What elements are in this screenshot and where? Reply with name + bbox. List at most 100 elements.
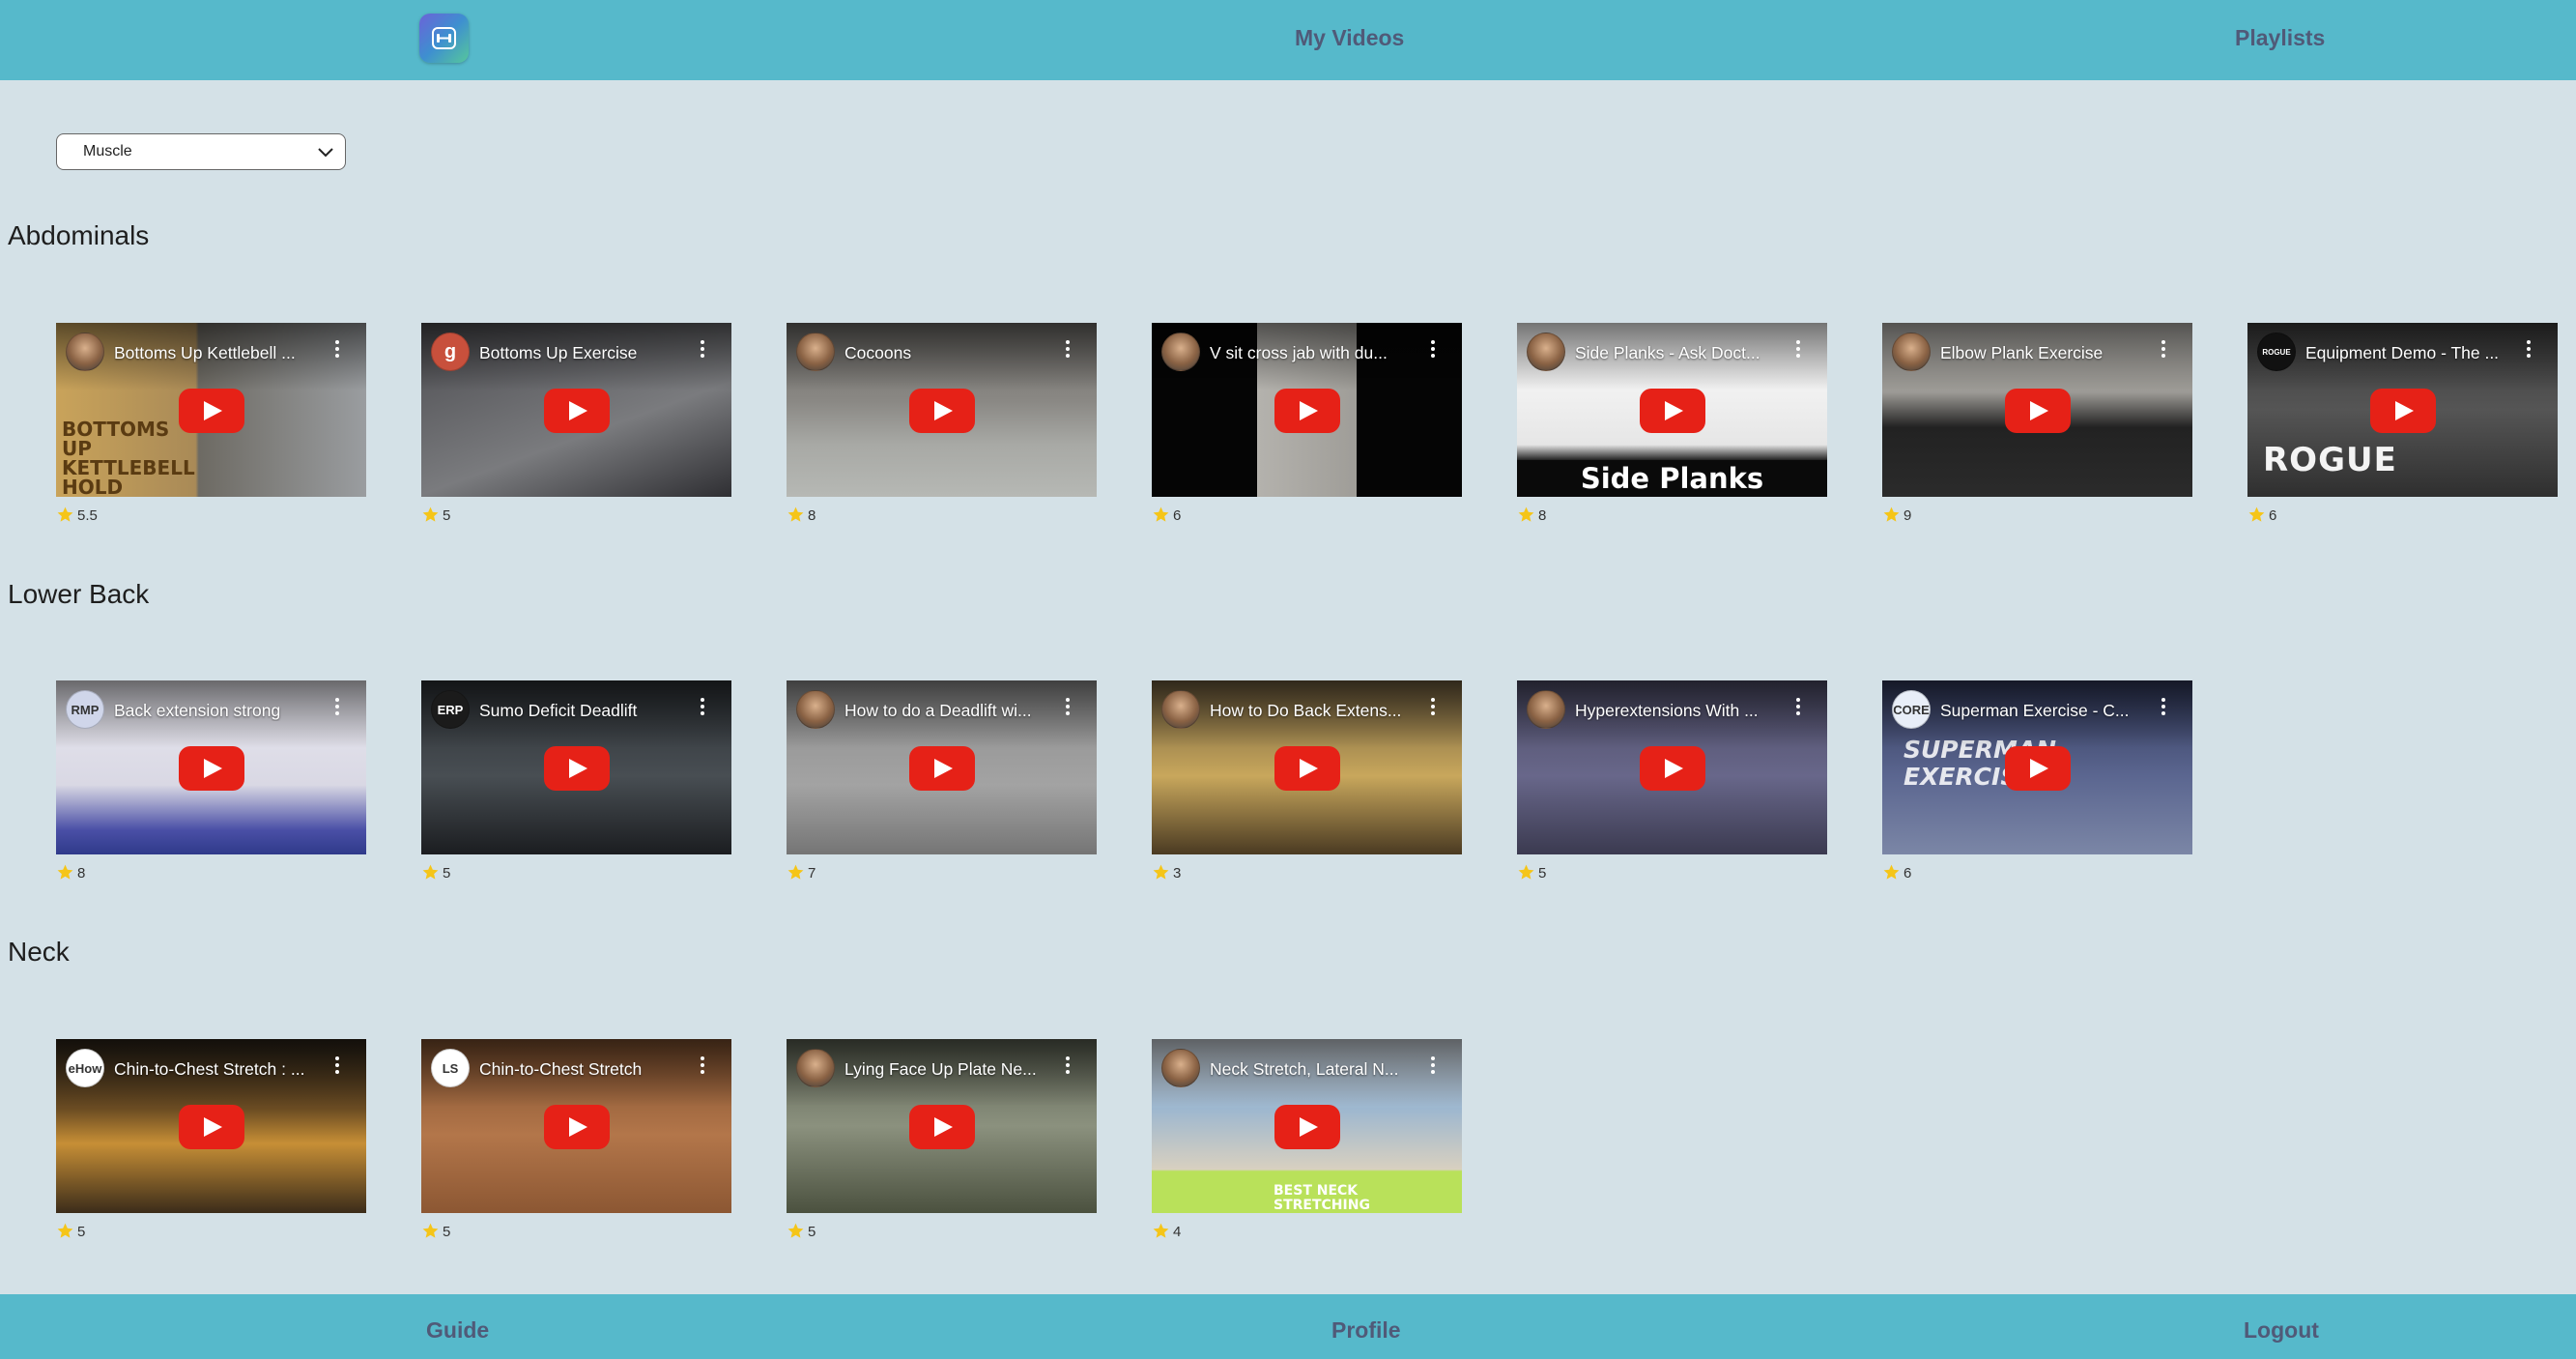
channel-avatar[interactable] — [1161, 690, 1200, 729]
play-button-icon[interactable] — [1640, 389, 1705, 433]
video-thumbnail[interactable]: ROGUE ROGUE Equipment Demo - The ... — [2247, 323, 2558, 497]
play-button-icon[interactable] — [909, 1105, 975, 1149]
more-options-icon[interactable] — [2161, 698, 2165, 715]
video-title[interactable]: Back extension strong — [114, 701, 281, 720]
more-options-icon[interactable] — [1431, 340, 1435, 358]
more-options-icon[interactable] — [1796, 340, 1800, 358]
nav-guide[interactable]: Guide — [426, 1317, 490, 1343]
video-card: LS Chin-to-Chest Stretch 5 — [421, 1039, 731, 1242]
video-thumbnail[interactable]: BEST NECK STRETCHING EXERCISE... Neck Str… — [1152, 1039, 1462, 1213]
channel-avatar[interactable] — [796, 333, 835, 371]
video-thumbnail[interactable]: Lying Face Up Plate Ne... — [787, 1039, 1097, 1213]
play-button-icon[interactable] — [544, 389, 610, 433]
more-options-icon[interactable] — [335, 698, 339, 715]
more-options-icon[interactable] — [701, 698, 704, 715]
channel-avatar[interactable]: eHow — [66, 1049, 104, 1087]
video-title[interactable]: Bottoms Up Kettlebell ... — [114, 343, 296, 362]
play-button-icon[interactable] — [2005, 746, 2071, 791]
video-thumbnail[interactable]: Side Planks Side Planks - Ask Doct... — [1517, 323, 1827, 497]
play-button-icon[interactable] — [2370, 389, 2436, 433]
video-thumbnail[interactable]: How to do a Deadlift wi... — [787, 680, 1097, 854]
more-options-icon[interactable] — [2161, 340, 2165, 358]
nav-my-videos[interactable]: My Videos — [1295, 25, 1405, 50]
video-thumbnail[interactable]: ERP Sumo Deficit Deadlift — [421, 680, 731, 854]
channel-avatar[interactable] — [796, 690, 835, 729]
video-thumbnail[interactable]: g Bottoms Up Exercise — [421, 323, 731, 497]
more-options-icon[interactable] — [335, 340, 339, 358]
video-title[interactable]: Chin-to-Chest Stretch — [479, 1059, 643, 1079]
channel-avatar[interactable] — [796, 1049, 835, 1087]
channel-avatar[interactable] — [1161, 333, 1200, 371]
play-button-icon[interactable] — [1274, 746, 1340, 791]
more-options-icon[interactable] — [701, 1056, 704, 1074]
nav-playlists[interactable]: Playlists — [2235, 25, 2326, 50]
play-button-icon[interactable] — [179, 389, 244, 433]
play-button-icon[interactable] — [1640, 746, 1705, 791]
more-options-icon[interactable] — [1796, 698, 1800, 715]
video-thumbnail[interactable]: Hyperextensions With ... — [1517, 680, 1827, 854]
video-title[interactable]: Elbow Plank Exercise — [1940, 343, 2104, 362]
video-thumbnail[interactable]: LS Chin-to-Chest Stretch — [421, 1039, 731, 1213]
more-options-icon[interactable] — [1066, 1056, 1070, 1074]
thumbnail-shade — [1152, 1039, 1462, 1107]
video-title[interactable]: Sumo Deficit Deadlift — [479, 701, 638, 720]
channel-avatar[interactable]: g — [431, 333, 470, 371]
video-title[interactable]: How to do a Deadlift wi... — [844, 701, 1032, 720]
more-options-icon[interactable] — [1431, 698, 1435, 715]
nav-profile[interactable]: Profile — [1331, 1317, 1401, 1343]
video-title[interactable]: Hyperextensions With ... — [1575, 701, 1759, 720]
video-title[interactable]: How to Do Back Extens... — [1210, 701, 1402, 720]
video-thumbnail[interactable]: SUPERMAN EXERCISE CORE Superman Exercise -… — [1882, 680, 2192, 854]
channel-avatar[interactable]: ROGUE — [2257, 333, 2296, 371]
channel-avatar[interactable] — [1161, 1049, 1200, 1087]
channel-avatar[interactable] — [1527, 333, 1565, 371]
video-thumbnail[interactable]: eHow Chin-to-Chest Stretch : ... — [56, 1039, 366, 1213]
play-button-icon[interactable] — [179, 1105, 244, 1149]
more-options-icon[interactable] — [335, 1056, 339, 1074]
channel-avatar[interactable] — [1892, 333, 1931, 371]
video-title[interactable]: Superman Exercise - C... — [1940, 701, 2130, 720]
play-button-icon[interactable] — [2005, 389, 2071, 433]
channel-avatar[interactable]: LS — [431, 1049, 470, 1087]
video-rating: 6 — [1152, 506, 1462, 526]
play-button-icon[interactable] — [1274, 1105, 1340, 1149]
video-thumbnail[interactable]: Cocoons — [787, 323, 1097, 497]
video-title[interactable]: Chin-to-Chest Stretch : ... — [114, 1059, 305, 1079]
video-title[interactable]: Bottoms Up Exercise — [479, 343, 638, 362]
video-title[interactable]: Lying Face Up Plate Ne... — [844, 1059, 1037, 1079]
video-thumbnail[interactable]: BOTTOMS UP KETTLEBELL HOLD Bottoms Up Ket… — [56, 323, 366, 497]
play-button-icon[interactable] — [909, 746, 975, 791]
video-thumbnail[interactable]: How to Do Back Extens... — [1152, 680, 1462, 854]
video-thumbnail[interactable]: Elbow Plank Exercise — [1882, 323, 2192, 497]
channel-avatar[interactable] — [66, 333, 104, 371]
video-title[interactable]: Side Planks - Ask Doct... — [1575, 343, 1760, 362]
channel-avatar[interactable] — [1527, 690, 1565, 729]
more-options-icon[interactable] — [1066, 340, 1070, 358]
channel-avatar-label: eHow — [68, 1060, 102, 1076]
video-title[interactable]: V sit cross jab with du... — [1210, 343, 1388, 362]
dumbbell-icon[interactable] — [419, 14, 469, 63]
more-options-icon[interactable] — [701, 340, 704, 358]
more-options-icon[interactable] — [2527, 340, 2531, 358]
channel-avatar[interactable]: CORE — [1892, 690, 1931, 729]
more-options-icon[interactable] — [1431, 1056, 1435, 1074]
muscle-filter-select[interactable]: Muscle — [56, 133, 346, 170]
play-button-icon[interactable] — [179, 746, 244, 791]
video-thumbnail[interactable]: RMP Back extension strong — [56, 680, 366, 854]
play-button-icon[interactable] — [909, 389, 975, 433]
more-options-icon[interactable] — [1066, 698, 1070, 715]
play-button-icon[interactable] — [544, 1105, 610, 1149]
video-card: Hyperextensions With ... 5 — [1517, 680, 1827, 883]
video-title[interactable]: Neck Stretch, Lateral N... — [1210, 1059, 1399, 1079]
rating-value: 8 — [77, 865, 86, 882]
video-card: ROGUE ROGUE Equipment Demo - The ... 6 — [2247, 323, 2558, 526]
video-thumbnail[interactable]: V sit cross jab with du... — [1152, 323, 1462, 497]
play-button-icon[interactable] — [544, 746, 610, 791]
thumbnail-shade — [1152, 323, 1462, 390]
nav-logout[interactable]: Logout — [2244, 1317, 2319, 1343]
channel-avatar[interactable]: ERP — [431, 690, 470, 729]
channel-avatar[interactable]: RMP — [66, 690, 104, 729]
play-button-icon[interactable] — [1274, 389, 1340, 433]
video-title[interactable]: Equipment Demo - The ... — [2305, 343, 2500, 362]
video-title[interactable]: Cocoons — [844, 343, 912, 362]
